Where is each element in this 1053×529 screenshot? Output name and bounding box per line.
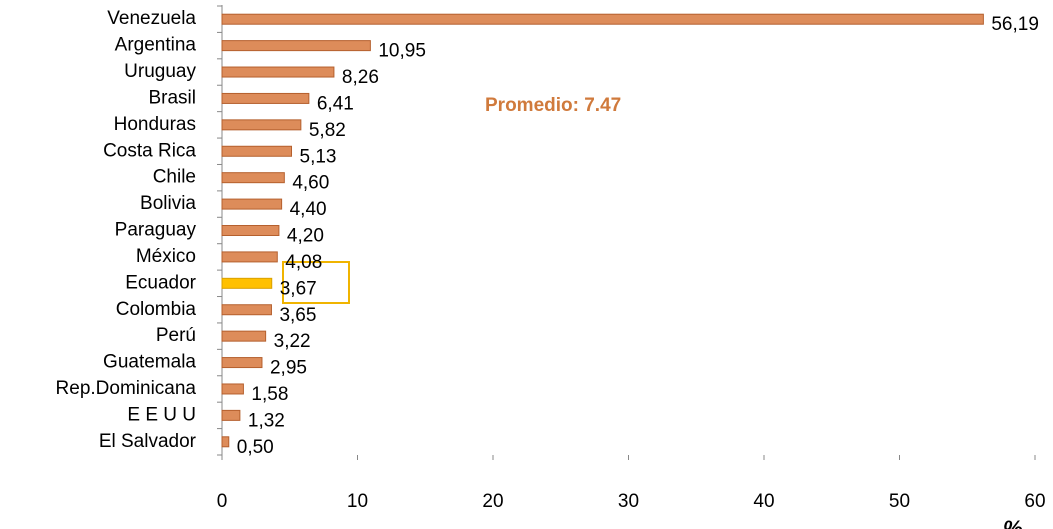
x-tick-label: 0	[217, 491, 228, 512]
bar	[221, 145, 293, 157]
y-tick-label: Uruguay	[124, 61, 196, 82]
value-label: 0,50	[237, 437, 274, 458]
value-label: 1,32	[248, 410, 285, 431]
bar	[221, 304, 272, 316]
y-tick-label: Venezuela	[107, 8, 196, 29]
bar	[221, 436, 230, 448]
bar	[221, 13, 984, 25]
y-tick-label: Perú	[156, 325, 196, 346]
bar	[221, 92, 310, 104]
bar	[221, 119, 302, 131]
x-tick-label: 10	[347, 491, 368, 512]
bar	[221, 198, 283, 210]
value-label: 8,26	[342, 67, 379, 88]
annotation: Promedio: 7.47	[485, 95, 621, 116]
y-tick-label: Brasil	[148, 87, 196, 108]
bar	[221, 172, 285, 184]
value-label: 1,58	[251, 384, 288, 405]
value-label: 4,40	[290, 199, 327, 220]
x-tick-label: 40	[753, 491, 774, 512]
y-tick-label: Chile	[153, 167, 196, 188]
value-label: 5,13	[300, 146, 337, 167]
value-label: 56,19	[991, 14, 1039, 35]
x-tick-label: 30	[618, 491, 639, 512]
y-tick-label: Colombia	[116, 299, 197, 320]
bar	[221, 277, 273, 289]
y-tick-label: Argentina	[115, 35, 197, 56]
x-tick-label: 60	[1024, 491, 1045, 512]
y-tick-label: Bolivia	[140, 193, 196, 214]
value-label: 3,65	[279, 305, 316, 326]
bar	[221, 383, 244, 395]
y-tick-label: México	[136, 246, 196, 267]
value-label: 5,82	[309, 120, 346, 141]
y-tick-label: Honduras	[114, 114, 196, 135]
highlight-box	[282, 261, 350, 304]
bar	[221, 40, 371, 52]
value-label: 6,41	[317, 93, 354, 114]
value-label: 3,67	[280, 278, 317, 299]
bar	[221, 330, 267, 342]
y-tick-label: Paraguay	[115, 220, 197, 241]
value-label: 4,08	[285, 252, 322, 273]
bar	[221, 409, 241, 421]
y-tick-label: El Salvador	[99, 431, 197, 452]
x-tick-label: 50	[889, 491, 910, 512]
bar	[221, 251, 278, 263]
value-label: 4,20	[287, 226, 324, 247]
y-tick-label: Ecuador	[125, 272, 196, 293]
y-tick-label: Rep.Dominicana	[56, 378, 197, 399]
bar	[221, 357, 263, 369]
x-tick-label: 20	[482, 491, 503, 512]
value-label: 4,60	[292, 173, 329, 194]
y-tick-label: Costa Rica	[103, 140, 196, 161]
value-label: 2,95	[270, 358, 307, 379]
y-tick-label: Guatemala	[103, 352, 196, 373]
bar	[221, 66, 335, 78]
value-label: 10,95	[378, 41, 426, 62]
value-label: 3,22	[274, 331, 311, 352]
y-tick-label: E E U U	[127, 404, 196, 425]
bar	[221, 225, 280, 236]
x-axis-label: %	[1003, 516, 1023, 529]
